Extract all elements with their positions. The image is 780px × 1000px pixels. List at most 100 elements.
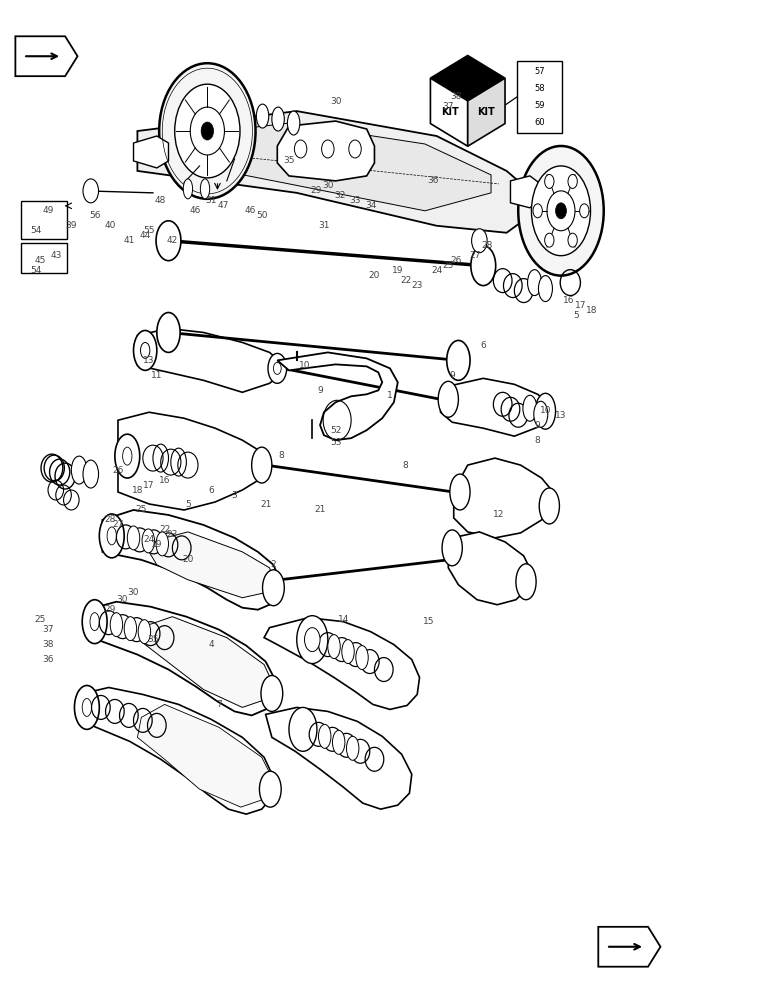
Ellipse shape — [547, 191, 575, 231]
Text: 58: 58 — [534, 84, 544, 93]
Text: 11: 11 — [151, 371, 162, 380]
Text: 24: 24 — [431, 266, 442, 275]
Ellipse shape — [539, 488, 559, 524]
Ellipse shape — [190, 107, 225, 155]
Polygon shape — [278, 352, 398, 440]
Text: 23: 23 — [412, 281, 423, 290]
Text: 29: 29 — [310, 186, 322, 195]
Text: 2: 2 — [271, 560, 276, 569]
Ellipse shape — [287, 111, 300, 135]
Text: 10: 10 — [540, 406, 551, 415]
Text: 5: 5 — [573, 311, 580, 320]
Ellipse shape — [175, 84, 240, 178]
Text: 21: 21 — [260, 500, 271, 509]
Ellipse shape — [544, 233, 554, 247]
Text: 30: 30 — [330, 97, 342, 106]
Polygon shape — [468, 78, 505, 146]
Text: 24: 24 — [144, 535, 154, 544]
Ellipse shape — [447, 340, 470, 380]
Text: 20: 20 — [183, 555, 193, 564]
Text: 55: 55 — [144, 226, 154, 235]
Ellipse shape — [156, 221, 181, 261]
Ellipse shape — [183, 179, 193, 199]
Text: 38: 38 — [450, 92, 462, 101]
Ellipse shape — [318, 724, 331, 748]
Ellipse shape — [328, 635, 340, 659]
Text: 30: 30 — [128, 588, 140, 597]
Text: 19: 19 — [151, 540, 162, 549]
Ellipse shape — [153, 444, 168, 472]
Ellipse shape — [294, 140, 307, 158]
Polygon shape — [87, 602, 275, 715]
Ellipse shape — [533, 204, 542, 218]
Bar — [21, 243, 67, 273]
Ellipse shape — [90, 613, 99, 631]
Text: 30: 30 — [322, 181, 334, 190]
Ellipse shape — [82, 698, 91, 716]
Polygon shape — [431, 78, 468, 146]
Text: 50: 50 — [256, 211, 268, 220]
Ellipse shape — [450, 474, 470, 510]
Text: 40: 40 — [105, 221, 116, 230]
Text: 23: 23 — [167, 530, 178, 539]
Ellipse shape — [523, 395, 537, 421]
Ellipse shape — [133, 330, 157, 370]
Text: 35: 35 — [283, 156, 295, 165]
Text: 15: 15 — [423, 617, 434, 626]
Ellipse shape — [538, 276, 552, 302]
Text: 3: 3 — [232, 491, 237, 500]
Ellipse shape — [332, 730, 345, 754]
Ellipse shape — [438, 381, 459, 417]
Text: 36: 36 — [427, 176, 438, 185]
Text: 26: 26 — [450, 256, 462, 265]
Text: 17: 17 — [575, 301, 586, 310]
Text: 18: 18 — [587, 306, 597, 315]
Text: 57: 57 — [534, 67, 544, 76]
Ellipse shape — [342, 640, 354, 664]
Ellipse shape — [516, 564, 536, 600]
Text: 35: 35 — [147, 635, 158, 644]
Ellipse shape — [568, 174, 577, 188]
Ellipse shape — [555, 203, 566, 219]
Text: 47: 47 — [217, 201, 229, 210]
Text: 14: 14 — [338, 615, 349, 624]
Ellipse shape — [349, 140, 361, 158]
Text: KIT: KIT — [441, 107, 459, 117]
Ellipse shape — [289, 707, 317, 751]
Text: 19: 19 — [392, 266, 403, 275]
Text: 26: 26 — [112, 466, 124, 475]
Text: 54: 54 — [30, 226, 42, 235]
Ellipse shape — [518, 146, 604, 276]
Text: 51: 51 — [205, 196, 217, 205]
Ellipse shape — [260, 771, 281, 807]
Ellipse shape — [304, 628, 320, 652]
Ellipse shape — [83, 460, 98, 488]
Ellipse shape — [346, 736, 359, 760]
Text: 27: 27 — [112, 520, 124, 529]
Text: 48: 48 — [155, 196, 166, 205]
Text: 53: 53 — [330, 438, 342, 447]
Polygon shape — [102, 510, 280, 610]
Text: 29: 29 — [105, 605, 116, 614]
Ellipse shape — [156, 532, 168, 556]
Text: 5: 5 — [185, 500, 191, 509]
Polygon shape — [441, 378, 549, 436]
Polygon shape — [598, 927, 661, 967]
Ellipse shape — [115, 434, 140, 478]
Ellipse shape — [535, 393, 555, 429]
Polygon shape — [133, 136, 168, 168]
Text: 32: 32 — [334, 191, 346, 200]
Ellipse shape — [83, 179, 98, 203]
Text: 25: 25 — [136, 505, 147, 514]
Polygon shape — [448, 532, 531, 605]
Ellipse shape — [527, 270, 541, 296]
Text: 34: 34 — [365, 201, 376, 210]
Text: 46: 46 — [190, 206, 201, 215]
Text: 4: 4 — [208, 640, 214, 649]
Ellipse shape — [531, 166, 590, 256]
Ellipse shape — [171, 448, 186, 476]
Ellipse shape — [159, 63, 256, 199]
Polygon shape — [431, 55, 505, 101]
Text: 13: 13 — [555, 411, 567, 420]
Text: 39: 39 — [66, 221, 77, 230]
